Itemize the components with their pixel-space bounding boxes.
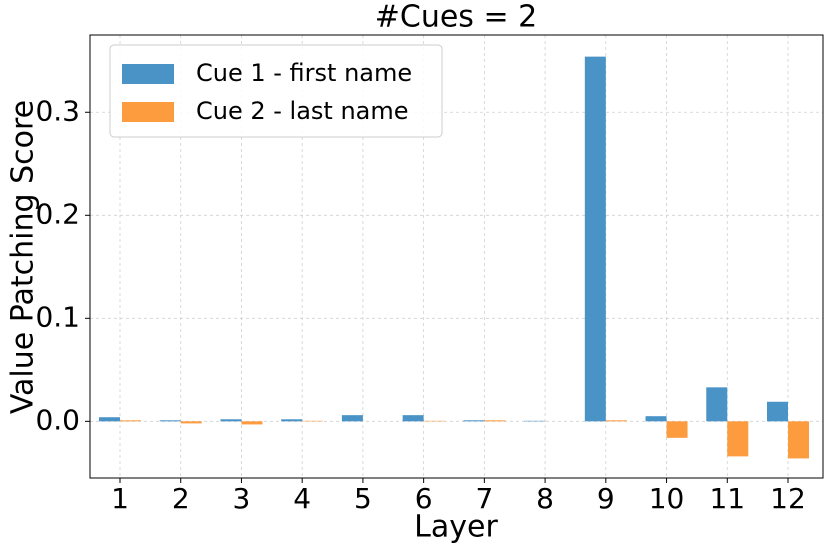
y-tick-label: 0.2 xyxy=(35,197,80,230)
y-tick-label: 0.3 xyxy=(35,94,80,127)
bar xyxy=(767,401,788,422)
bar xyxy=(180,421,202,424)
x-tick-label: 3 xyxy=(233,482,251,515)
x-tick-label: 8 xyxy=(536,482,554,515)
bar xyxy=(706,387,728,422)
bar xyxy=(584,56,606,422)
legend-label: Cue 1 - first name xyxy=(196,59,412,87)
bar xyxy=(341,415,363,422)
bar xyxy=(788,421,809,459)
bar xyxy=(241,421,263,425)
bar xyxy=(524,420,546,422)
bar xyxy=(423,420,445,422)
x-tick-label: 4 xyxy=(293,482,311,515)
bar xyxy=(302,420,324,422)
bar xyxy=(727,421,749,457)
legend-box xyxy=(109,44,443,138)
bar xyxy=(605,420,627,422)
legend-swatch xyxy=(122,102,174,122)
bar xyxy=(99,417,120,422)
bar xyxy=(402,415,424,422)
y-tick-label: 0.0 xyxy=(35,403,80,436)
chart-title: #Cues = 2 xyxy=(375,0,537,35)
x-tick-label: 9 xyxy=(597,482,615,515)
bar xyxy=(281,419,303,422)
x-tick-label: 10 xyxy=(649,482,685,515)
bar xyxy=(159,420,181,422)
plot-frame xyxy=(89,34,824,479)
x-tick-label: 2 xyxy=(172,482,190,515)
x-tick-label: 5 xyxy=(354,482,372,515)
x-tick-label: 1 xyxy=(111,482,129,515)
x-tick-label: 11 xyxy=(709,482,745,515)
legend-label: Cue 2 - last name xyxy=(196,97,409,125)
legend-swatch xyxy=(122,64,174,84)
bar xyxy=(645,416,667,422)
bar xyxy=(220,419,242,422)
y-axis-label: Value Patching Score xyxy=(6,100,41,414)
bar xyxy=(484,420,506,422)
bar xyxy=(666,421,688,438)
x-tick-label: 7 xyxy=(475,482,493,515)
bar xyxy=(463,420,485,422)
x-tick-label: 12 xyxy=(770,482,806,515)
x-axis-label: Layer xyxy=(414,510,498,545)
bar xyxy=(120,420,141,422)
x-tick-label: 6 xyxy=(415,482,433,515)
y-tick-label: 0.1 xyxy=(35,300,80,333)
